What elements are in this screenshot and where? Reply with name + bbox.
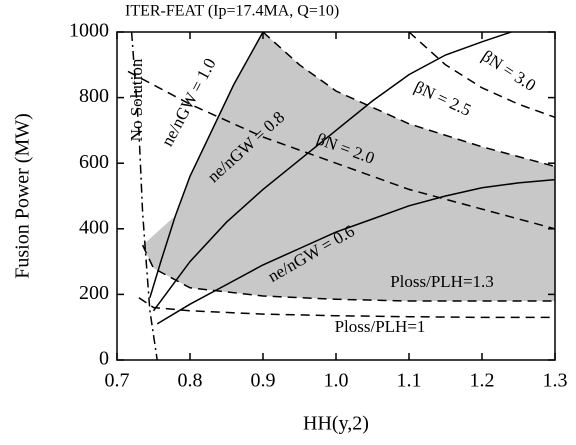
annotation: No Solution	[127, 58, 146, 141]
curve-label: βN = 3.0	[478, 46, 539, 95]
x-tick-label: 0.8	[178, 370, 203, 392]
curve-label: Ploss/PLH=1.3	[390, 272, 494, 291]
curve	[156, 178, 556, 325]
x-axis-label: HH(y,2)	[303, 413, 369, 435]
x-tick-label: 1.2	[470, 370, 495, 392]
x-tick-label: 0.9	[251, 370, 276, 392]
shaded-region	[142, 32, 556, 301]
y-tick-label: 1000	[69, 20, 109, 42]
x-tick-label: 1.1	[397, 370, 422, 392]
y-tick-label: 600	[79, 151, 109, 173]
curve	[130, 31, 158, 361]
x-tick-label: 0.7	[105, 370, 130, 392]
y-axis-label: Fusion Power (MW)	[12, 113, 34, 279]
curve-label: Ploss/PLH=1	[335, 317, 426, 336]
x-tick-label: 1.0	[324, 370, 349, 392]
curve	[138, 297, 555, 319]
curve	[152, 31, 512, 312]
y-tick-label: 400	[79, 216, 109, 238]
curve	[408, 31, 556, 119]
y-tick-label: 0	[99, 348, 109, 370]
curve	[141, 244, 555, 302]
curve	[127, 70, 556, 230]
curve	[149, 31, 264, 298]
x-tick-label: 1.3	[543, 370, 568, 392]
y-tick-label: 800	[79, 85, 109, 107]
chart-title: ITER-FEAT (Ip=17.4MA, Q=10)	[125, 3, 339, 20]
y-tick-label: 200	[79, 282, 109, 304]
curve	[262, 31, 556, 168]
curve-label: βN = 2.5	[411, 77, 474, 120]
